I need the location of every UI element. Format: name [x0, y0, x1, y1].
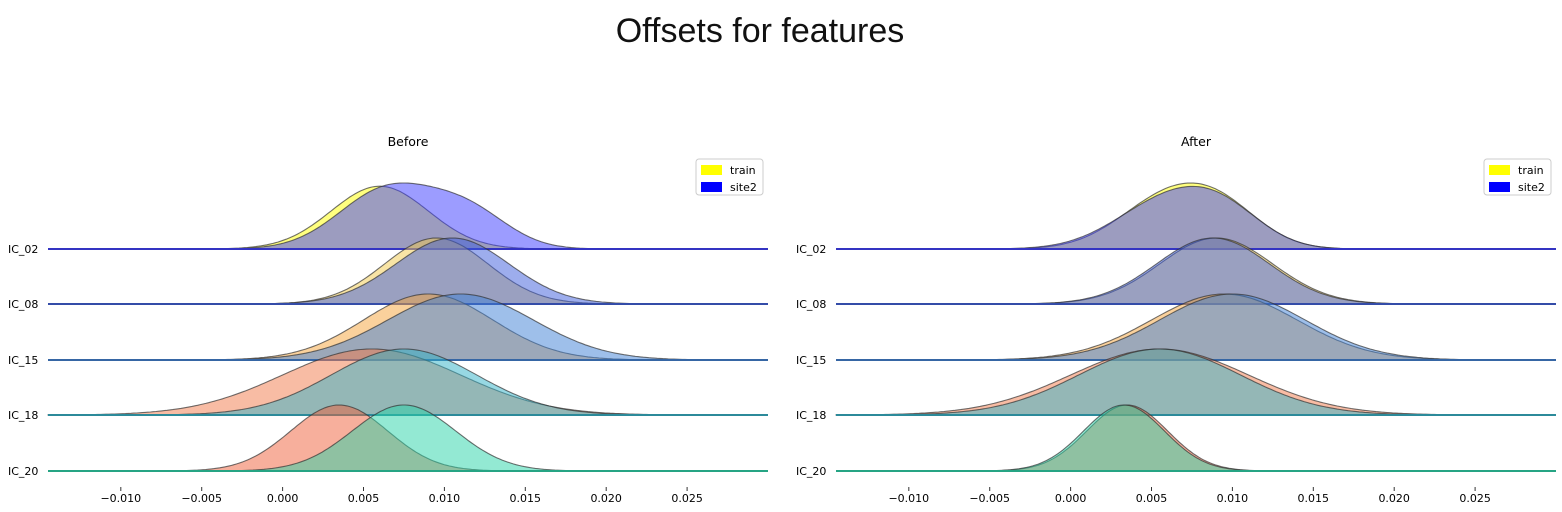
x-tick-label: −0.010: [100, 492, 141, 505]
ridge-row-ic_20: [48, 404, 768, 472]
panel-before: Before IC_02 IC_08 IC_15 IC_18 IC_20 −0.010 −0.…: [8, 134, 768, 505]
density-site2-ic_02: [836, 185, 1556, 250]
x-tick-label: 0.020: [590, 492, 622, 505]
legend-label-site2: site2: [730, 181, 757, 194]
legend-swatch-site2: [701, 182, 722, 192]
ridge-row-ic_02: [48, 182, 768, 250]
ridge-row-ic_15: [48, 293, 768, 361]
row-label-ic_20: IC_20: [796, 465, 826, 478]
row-label-ic_02: IC_02: [796, 243, 826, 256]
x-tick-label: 0.015: [510, 492, 542, 505]
legend-swatch-train: [701, 165, 722, 175]
x-tick-label: 0.025: [1459, 492, 1491, 505]
legend-swatch-site2: [1489, 182, 1510, 192]
panel-after: After IC_02 IC_08 IC_15 IC_18 IC_20 −0.010 −0.0…: [796, 134, 1556, 505]
x-tick-label: 0.000: [267, 492, 299, 505]
x-tick-label: 0.005: [1136, 492, 1168, 505]
x-tick-label: 0.010: [429, 492, 461, 505]
row-label-ic_08: IC_08: [796, 298, 826, 311]
row-label-ic_15: IC_15: [8, 354, 38, 367]
row-label-ic_20: IC_20: [8, 465, 38, 478]
row-label-ic_18: IC_18: [796, 409, 826, 422]
density-site2-ic_08: [836, 237, 1556, 305]
x-tick-label: 0.000: [1055, 492, 1087, 505]
density-site2-ic_02: [48, 182, 768, 250]
legend-label-site2: site2: [1518, 181, 1545, 194]
legend: train site2: [1483, 158, 1552, 196]
ridge-row-ic_08: [836, 237, 1556, 305]
x-tick-label: 0.025: [671, 492, 703, 505]
ridge-row-ic_02: [836, 182, 1556, 250]
legend-label-train: train: [1518, 164, 1544, 177]
legend-swatch-train: [1489, 165, 1510, 175]
ridge-row-ic_08: [48, 237, 768, 305]
ridge-row-ic_20: [836, 404, 1556, 472]
legend-label-train: train: [730, 164, 756, 177]
row-label-ic_18: IC_18: [8, 409, 38, 422]
x-tick-label: −0.010: [888, 492, 929, 505]
panel-title: After: [1181, 134, 1212, 149]
x-tick-label: 0.020: [1378, 492, 1410, 505]
x-tick-label: 0.015: [1298, 492, 1330, 505]
row-label-ic_15: IC_15: [796, 354, 826, 367]
x-tick-label: −0.005: [969, 492, 1010, 505]
row-label-ic_02: IC_02: [8, 243, 38, 256]
x-tick-label: 0.005: [348, 492, 380, 505]
legend: train site2: [695, 158, 764, 196]
ridge-row-ic_18: [835, 348, 1556, 416]
row-label-ic_08: IC_08: [8, 298, 38, 311]
x-tick-label: −0.005: [181, 492, 222, 505]
panel-title: Before: [388, 134, 429, 149]
page-title: Offsets for features: [615, 12, 905, 50]
x-tick-label: 0.010: [1217, 492, 1249, 505]
